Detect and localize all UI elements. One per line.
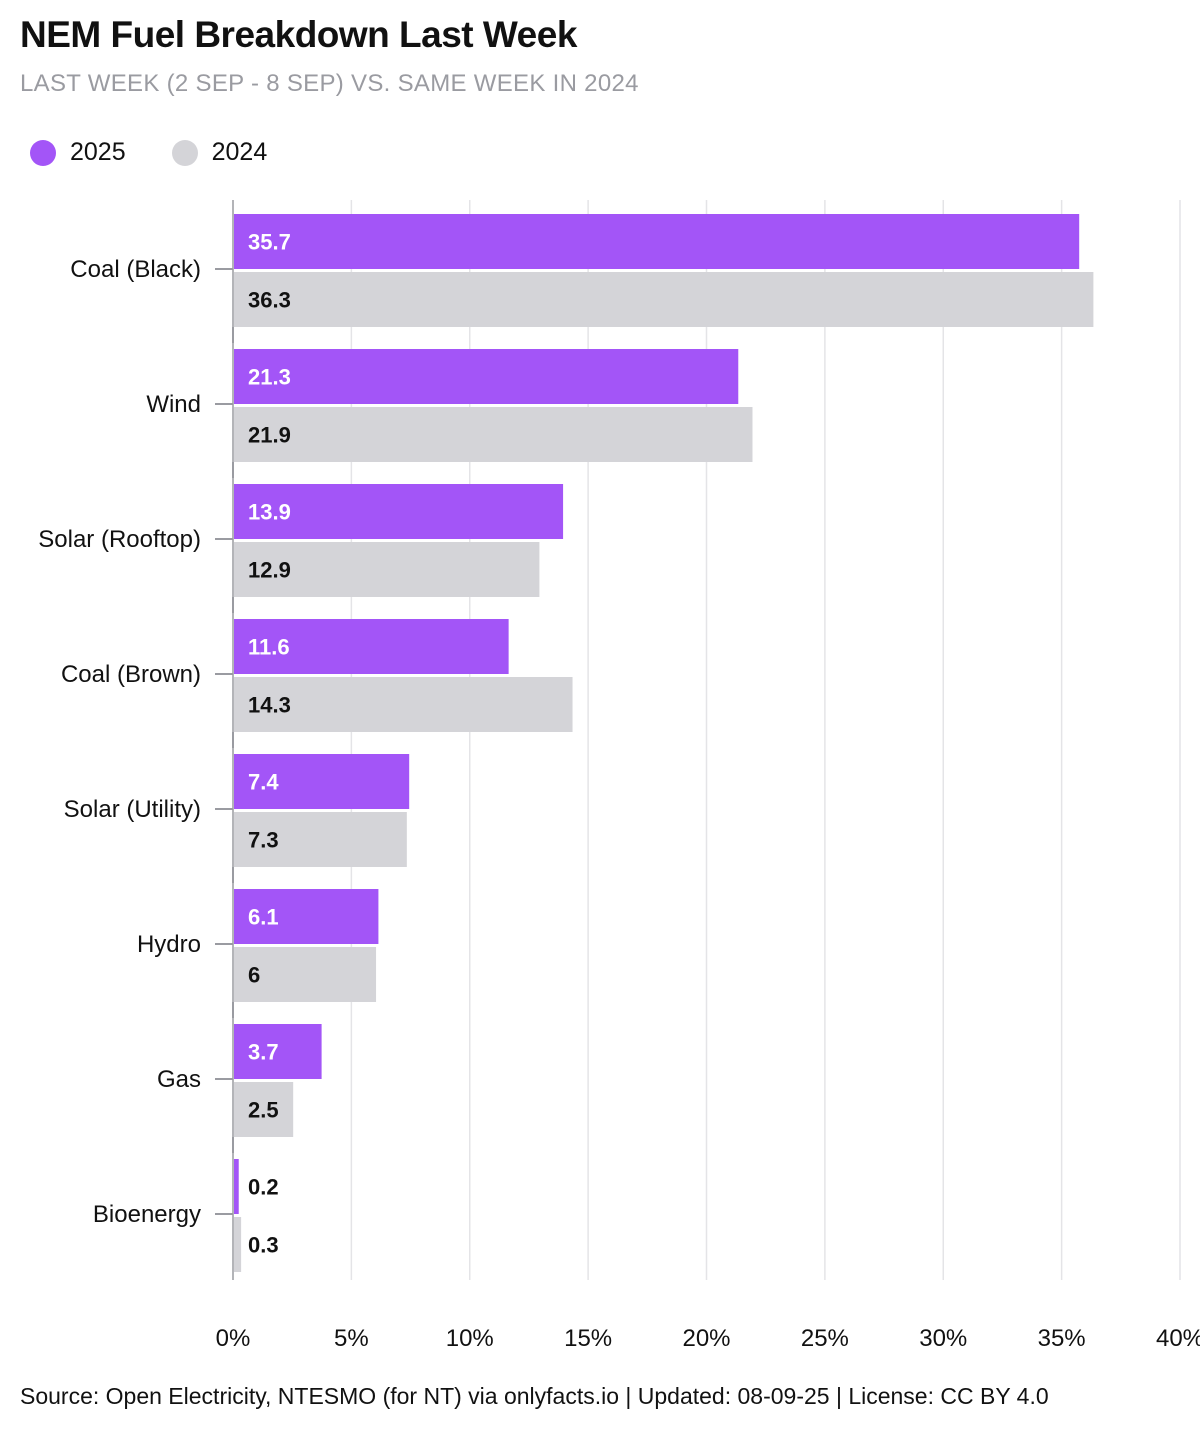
category-label: Solar (Utility) — [64, 796, 201, 823]
category-label: Solar (Rooftop) — [38, 526, 201, 553]
bar-2025-bioenergy — [234, 1159, 239, 1214]
data-label-2024: 0.3 — [248, 1233, 279, 1258]
legend-label-2025: 2025 — [70, 138, 126, 166]
x-tick-label: 20% — [682, 1325, 730, 1352]
data-label-2025: 21.3 — [248, 365, 291, 390]
bar-2024-solar-rooftop — [234, 542, 540, 597]
bar-2024-coal-black — [234, 272, 1094, 327]
category-label: Bioenergy — [93, 1201, 201, 1228]
bar-2024-bioenergy — [234, 1217, 242, 1272]
x-tick-label: 30% — [919, 1325, 967, 1352]
bar-2024-wind — [234, 407, 753, 462]
data-label-2025: 7.4 — [248, 770, 279, 795]
legend-swatch-2024 — [171, 139, 198, 166]
x-tick-label: 35% — [1038, 1325, 1086, 1352]
bar-2024-hydro — [234, 947, 377, 1002]
bar-2025-solar-utility — [234, 754, 410, 809]
x-tick-label: 10% — [446, 1325, 494, 1352]
data-label-2024: 21.9 — [248, 423, 291, 448]
data-label-2025: 13.9 — [248, 500, 291, 525]
bar-2025-solar-rooftop — [234, 484, 564, 539]
category-label: Gas — [157, 1066, 201, 1093]
x-tick-label: 40% — [1156, 1325, 1200, 1352]
data-label-2025: 3.7 — [248, 1040, 279, 1065]
data-label-2024: 2.5 — [248, 1098, 279, 1123]
bar-2024-coal-brown — [234, 677, 573, 732]
chart-subtitle: LAST WEEK (2 SEP - 8 SEP) VS. SAME WEEK … — [20, 70, 639, 97]
bar-2024-gas — [234, 1082, 294, 1137]
legend: 2025 2024 — [30, 138, 267, 167]
data-label-2025: 35.7 — [248, 230, 291, 255]
data-label-2024: 36.3 — [248, 288, 291, 313]
category-label: Coal (Brown) — [61, 661, 201, 688]
x-tick-label: 5% — [334, 1325, 369, 1352]
bar-2025-gas — [234, 1024, 322, 1079]
x-tick-label: 15% — [564, 1325, 612, 1352]
data-label-2024: 12.9 — [248, 558, 291, 583]
x-tick-label: 0% — [216, 1325, 251, 1352]
legend-item-2025[interactable]: 2025 — [30, 138, 126, 167]
data-label-2024: 14.3 — [248, 693, 291, 718]
legend-swatch-2025 — [30, 139, 56, 166]
chart-title: NEM Fuel Breakdown Last Week — [20, 14, 577, 55]
category-label: Coal (Black) — [70, 256, 201, 283]
bar-2025-coal-black — [234, 214, 1080, 269]
x-tick-label: 25% — [801, 1325, 849, 1352]
bar-chart: 0% 5% 10% 15% 20% 25% 30% 35% 40% Coal (Black) 35.… — [38, 200, 1200, 1352]
bar-2025-coal-brown — [234, 619, 509, 674]
bar-2025-wind — [234, 349, 739, 404]
legend-item-2024[interactable]: 2024 — [171, 138, 268, 167]
bar-2024-solar-utility — [234, 812, 407, 867]
data-label-2025: 11.6 — [248, 635, 290, 660]
category-label: Wind — [146, 391, 201, 418]
data-label-2024: 6 — [248, 963, 260, 988]
category-label: Hydro — [137, 931, 201, 958]
data-label-2025: 0.2 — [248, 1175, 279, 1200]
data-label-2025: 6.1 — [248, 905, 279, 930]
legend-label-2024: 2024 — [211, 138, 268, 166]
source-note: Source: Open Electricity, NTESMO (for NT… — [20, 1383, 1049, 1409]
data-label-2024: 7.3 — [248, 828, 279, 853]
bar-2025-hydro — [234, 889, 379, 944]
